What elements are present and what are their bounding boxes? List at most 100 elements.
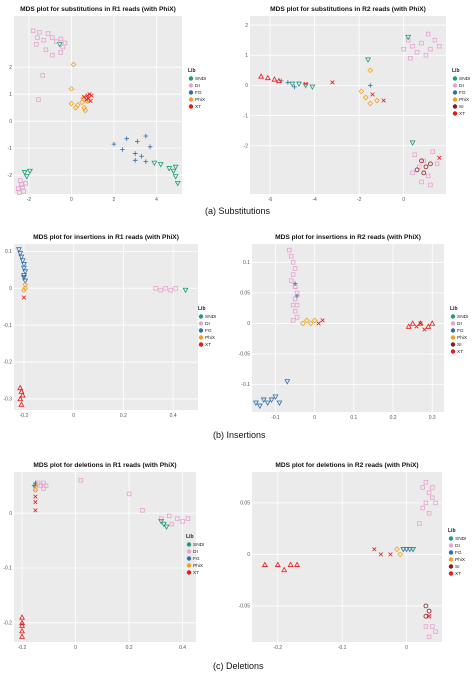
data-point-fg	[143, 133, 149, 139]
data-point-xt	[381, 98, 386, 103]
data-point-xt-tri	[19, 622, 26, 628]
x-tick-label: 2	[113, 197, 116, 203]
data-point-xt-tri	[261, 561, 268, 567]
data-point-xt-tri	[417, 320, 424, 326]
data-point-di	[425, 31, 431, 37]
data-point-fg	[292, 84, 297, 90]
data-point-fg-down	[18, 254, 25, 261]
data-point-fg	[132, 157, 138, 163]
data-point-di	[43, 483, 49, 488]
data-point-si	[428, 161, 433, 167]
legend-key	[448, 543, 454, 548]
data-point-sndi	[158, 519, 165, 525]
data-point-phix	[394, 546, 400, 553]
data-point-xt-tri	[287, 561, 294, 567]
caption-insertions: (b) Insertions	[213, 430, 266, 440]
x-tick-label: -2	[27, 197, 32, 203]
data-point-xt-tri	[18, 388, 25, 394]
x-tick-label: 0.2	[390, 415, 397, 421]
data-point-sndi-down	[174, 180, 181, 187]
data-point-di	[288, 253, 294, 259]
data-point-phix	[303, 317, 310, 324]
legend-label: PhiX	[195, 97, 206, 103]
data-point-di	[38, 483, 44, 488]
data-point-sndi-down	[309, 84, 316, 91]
data-point-di	[34, 42, 39, 47]
legend-key	[450, 328, 456, 333]
y-tick-label: -0.3	[3, 397, 12, 403]
data-point-si	[414, 167, 420, 173]
y-tick-label: 0	[245, 83, 248, 89]
data-point-di	[292, 296, 298, 302]
data-point-di	[428, 182, 433, 188]
plot-background	[250, 16, 446, 194]
chart-title: MDS plot for deletions in R2 reads (with…	[275, 462, 418, 469]
data-point-di	[41, 480, 46, 486]
data-point-xt-tri	[275, 77, 282, 84]
legend-label: XT	[205, 342, 211, 348]
data-point-di	[175, 516, 180, 521]
data-point-di	[17, 190, 22, 195]
legend-label: FG	[459, 90, 466, 96]
data-point-di	[430, 149, 435, 155]
legend-label: PhiX	[459, 97, 470, 103]
legend-key	[188, 83, 194, 88]
data-point-xt-tri	[19, 633, 26, 639]
data-point-di	[36, 97, 41, 102]
data-point-di	[40, 73, 45, 78]
data-point-fg	[143, 159, 149, 164]
data-point-si	[423, 164, 429, 170]
legend-key	[450, 335, 456, 340]
y-tick-label: 0	[247, 552, 250, 558]
legend-key	[188, 104, 194, 109]
x-tick-label: 0	[72, 413, 75, 419]
legend-title: Lib	[448, 528, 456, 534]
data-point-phix	[358, 88, 365, 95]
legend-label: FG	[193, 556, 200, 562]
data-point-fg	[139, 153, 144, 159]
x-tick-label: -0.2	[20, 413, 29, 419]
data-point-di	[292, 308, 298, 314]
chart-title: MDS plot for substitutions in R2 reads (…	[270, 6, 426, 13]
data-point-di	[140, 508, 145, 513]
y-tick-label: -0.1	[3, 323, 12, 329]
data-point-xt-tri	[425, 323, 432, 329]
data-point-si	[421, 170, 427, 176]
legend-title: Lib	[198, 306, 206, 312]
data-point-fg	[285, 80, 291, 85]
legend-label: DI	[459, 83, 464, 89]
data-point-phix	[82, 107, 89, 114]
data-point-di	[426, 614, 432, 619]
data-point-di	[423, 480, 429, 485]
legend-key	[450, 321, 456, 326]
data-point-di	[58, 50, 64, 55]
data-point-sndi-down	[172, 174, 179, 180]
data-point-phix	[81, 104, 88, 111]
x-tick-label: -0.1	[271, 415, 280, 421]
data-point-di	[158, 287, 163, 293]
legend-label: XT	[459, 111, 465, 117]
legend-key	[448, 536, 454, 541]
data-point-fg	[120, 147, 125, 152]
legend-label: SI	[455, 564, 460, 570]
data-point-fg-down	[22, 278, 29, 285]
data-point-xt	[378, 552, 383, 557]
data-point-di	[434, 161, 440, 167]
x-tick-label: 0	[313, 415, 316, 421]
data-point-di	[180, 519, 185, 524]
data-point-di	[292, 266, 298, 271]
data-point-fg	[33, 480, 38, 486]
y-tick-label: 1	[9, 92, 12, 98]
data-point-si	[419, 158, 424, 164]
data-point-sndi	[56, 42, 63, 48]
data-point-xt	[316, 321, 321, 326]
data-point-sndi	[26, 168, 33, 175]
legend-key	[186, 549, 192, 554]
data-point-di	[290, 272, 296, 277]
data-point-di	[430, 485, 435, 490]
data-point-sndi	[182, 287, 189, 294]
legend-key	[452, 83, 458, 88]
